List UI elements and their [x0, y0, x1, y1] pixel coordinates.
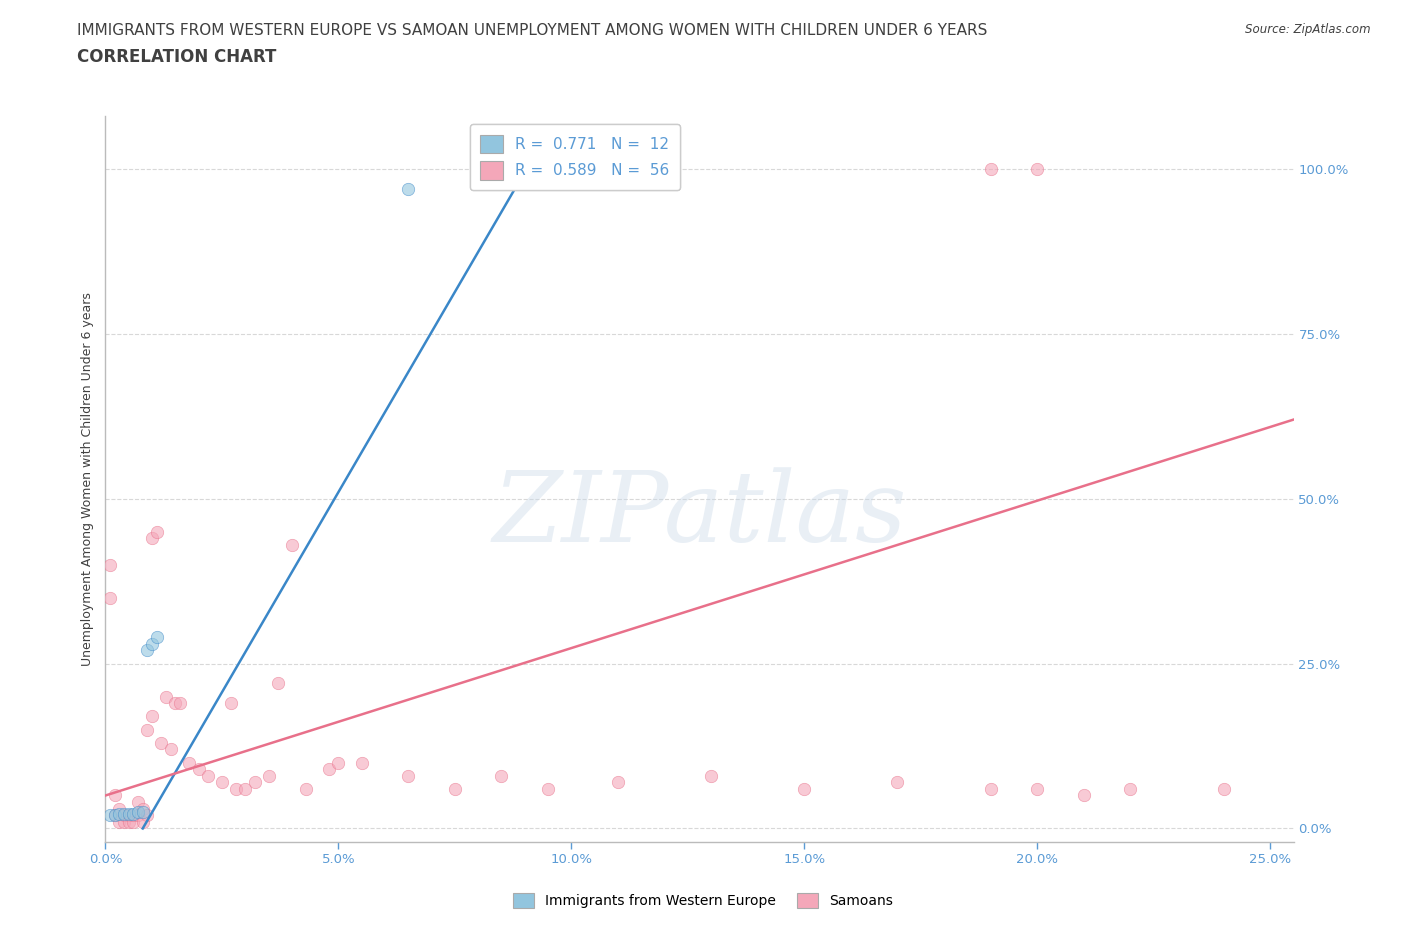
Point — [211, 775, 233, 790]
Point — [112, 806, 135, 821]
Point — [444, 781, 467, 796]
Point — [141, 709, 163, 724]
Point — [132, 815, 155, 830]
Point — [1212, 781, 1234, 796]
Point — [127, 808, 149, 823]
Point — [104, 808, 127, 823]
Point — [122, 815, 145, 830]
Point — [219, 696, 242, 711]
Text: CORRELATION CHART: CORRELATION CHART — [77, 48, 277, 66]
Point — [793, 781, 815, 796]
Point — [141, 636, 163, 651]
Point — [127, 794, 149, 809]
Point — [700, 768, 723, 783]
Point — [136, 808, 159, 823]
Point — [318, 762, 340, 777]
Point — [1026, 781, 1049, 796]
Point — [243, 775, 266, 790]
Point — [127, 804, 149, 819]
Point — [1073, 788, 1095, 803]
Point — [257, 768, 280, 783]
Point — [537, 781, 560, 796]
Point — [396, 768, 419, 783]
Point — [108, 806, 131, 821]
Y-axis label: Unemployment Among Women with Children Under 6 years: Unemployment Among Women with Children U… — [82, 292, 94, 666]
Point — [233, 781, 256, 796]
Point — [267, 676, 290, 691]
Point — [607, 775, 630, 790]
Point — [108, 802, 131, 817]
Point — [132, 804, 155, 819]
Point — [118, 808, 141, 823]
Point — [179, 755, 201, 770]
Point — [112, 815, 135, 830]
Point — [118, 806, 141, 821]
Point — [108, 815, 131, 830]
Point — [136, 722, 159, 737]
Point — [294, 781, 316, 796]
Point — [281, 538, 304, 552]
Point — [328, 755, 350, 770]
Point — [145, 630, 167, 644]
Point — [104, 808, 127, 823]
Point — [98, 557, 121, 572]
Point — [1119, 781, 1142, 796]
Point — [886, 775, 908, 790]
Point — [491, 768, 513, 783]
Text: ZIPatlas: ZIPatlas — [492, 468, 907, 563]
Legend: R =  0.771   N =  12, R =  0.589   N =  56: R = 0.771 N = 12, R = 0.589 N = 56 — [470, 124, 681, 191]
Point — [980, 781, 1002, 796]
Point — [145, 525, 167, 539]
Point — [225, 781, 247, 796]
Point — [98, 808, 121, 823]
Point — [132, 802, 155, 817]
Point — [122, 808, 145, 823]
Point — [165, 696, 187, 711]
Point — [169, 696, 191, 711]
Point — [104, 788, 127, 803]
Point — [136, 643, 159, 658]
Point — [98, 591, 121, 605]
Point — [187, 762, 209, 777]
Point — [155, 689, 177, 704]
Text: IMMIGRANTS FROM WESTERN EUROPE VS SAMOAN UNEMPLOYMENT AMONG WOMEN WITH CHILDREN : IMMIGRANTS FROM WESTERN EUROPE VS SAMOAN… — [77, 23, 987, 38]
Legend: Immigrants from Western Europe, Samoans: Immigrants from Western Europe, Samoans — [508, 888, 898, 914]
Point — [118, 815, 141, 830]
Point — [396, 181, 419, 196]
Point — [1026, 162, 1049, 177]
Point — [112, 808, 135, 823]
Point — [980, 162, 1002, 177]
Point — [159, 742, 181, 757]
Point — [350, 755, 373, 770]
Point — [141, 531, 163, 546]
Point — [122, 806, 145, 821]
Point — [150, 736, 173, 751]
Point — [197, 768, 219, 783]
Text: Source: ZipAtlas.com: Source: ZipAtlas.com — [1246, 23, 1371, 36]
